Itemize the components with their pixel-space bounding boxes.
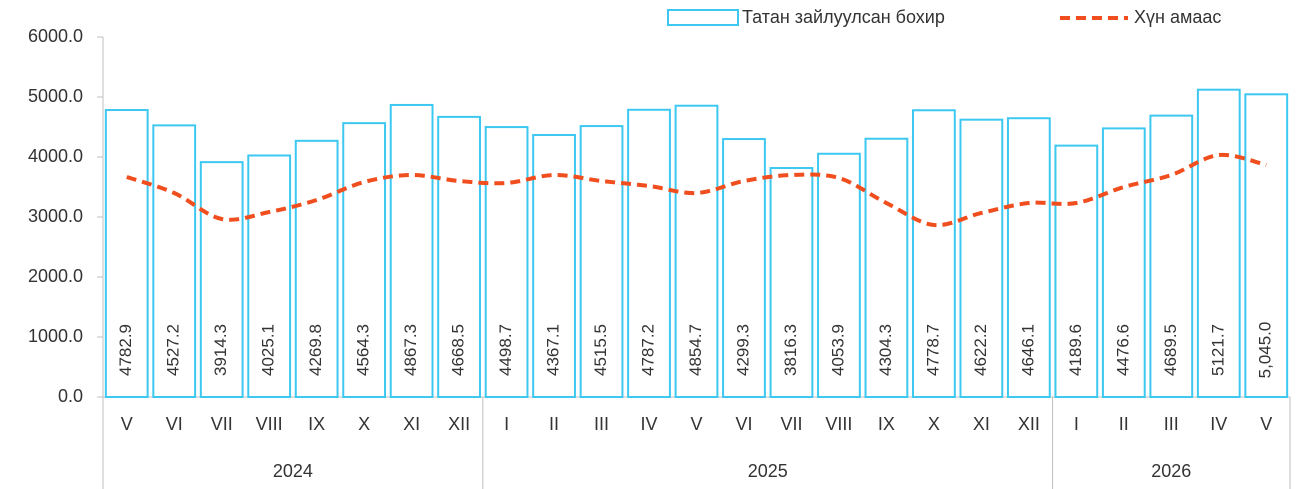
bar bbox=[199, 161, 244, 398]
x-tick-label: XI bbox=[973, 414, 990, 434]
y-tick-label: 6000.0 bbox=[28, 26, 83, 46]
data-label: 4867.3 bbox=[401, 324, 420, 376]
bar bbox=[769, 167, 814, 398]
bar bbox=[722, 138, 766, 399]
x-tick-label: XI bbox=[403, 414, 420, 434]
data-label: 4515.5 bbox=[591, 324, 610, 376]
x-tick-label: VIII bbox=[825, 414, 852, 434]
x-tick-label: IX bbox=[308, 414, 325, 434]
x-tick-label: V bbox=[690, 414, 702, 434]
x-tick-label: IX bbox=[878, 414, 895, 434]
data-label: 4622.2 bbox=[971, 324, 990, 376]
data-label: 4299.3 bbox=[733, 324, 752, 376]
data-label: 4189.6 bbox=[1066, 324, 1085, 376]
x-tick-label: V bbox=[1260, 414, 1272, 434]
bar bbox=[532, 133, 576, 398]
x-tick-label: X bbox=[928, 414, 940, 434]
data-label: 4269.8 bbox=[306, 324, 325, 376]
bar bbox=[674, 104, 719, 399]
x-tick-label: VIII bbox=[256, 414, 283, 434]
data-label: 4854.7 bbox=[686, 324, 705, 376]
data-label: 4787.2 bbox=[639, 324, 658, 376]
x-tick-label: IV bbox=[641, 414, 658, 434]
bar bbox=[437, 115, 481, 398]
data-label: 4689.5 bbox=[1161, 324, 1180, 376]
bar bbox=[484, 126, 529, 398]
data-label: 3816.3 bbox=[781, 324, 800, 376]
bar bbox=[1054, 144, 1099, 398]
legend-label: Татан зайлуулсан бохир bbox=[742, 7, 945, 27]
bar bbox=[342, 122, 387, 398]
bar bbox=[294, 139, 339, 398]
bar bbox=[959, 118, 1004, 398]
legend-swatch bbox=[667, 9, 739, 26]
data-label: 4025.1 bbox=[259, 324, 278, 376]
data-label: 4778.7 bbox=[923, 324, 942, 376]
group-label: 2024 bbox=[273, 461, 313, 481]
bar bbox=[389, 103, 434, 398]
data-label: 4304.3 bbox=[876, 324, 895, 376]
legend-label: Хүн амаас bbox=[1134, 7, 1221, 27]
x-tick-label: III bbox=[594, 414, 609, 434]
bar bbox=[247, 154, 292, 398]
bar bbox=[864, 137, 909, 398]
bar bbox=[817, 152, 861, 398]
bar bbox=[1006, 117, 1051, 398]
y-tick-label: 0.0 bbox=[58, 386, 83, 406]
data-label: 4367.1 bbox=[544, 324, 563, 376]
group-label: 2026 bbox=[1151, 461, 1191, 481]
x-tick-label: VI bbox=[166, 414, 183, 434]
x-tick-label: V bbox=[121, 414, 133, 434]
data-label: 4564.3 bbox=[354, 324, 373, 376]
bar bbox=[152, 124, 197, 398]
x-tick-label: X bbox=[358, 414, 370, 434]
bar bbox=[579, 125, 624, 398]
x-tick-label: I bbox=[1074, 414, 1079, 434]
x-tick-label: VII bbox=[780, 414, 802, 434]
bar bbox=[1101, 127, 1146, 399]
x-tick-label: II bbox=[549, 414, 559, 434]
data-label: 4668.5 bbox=[449, 324, 468, 376]
bar bbox=[1149, 114, 1194, 398]
data-label: 4476.6 bbox=[1113, 324, 1132, 376]
x-tick-label: II bbox=[1119, 414, 1129, 434]
y-tick-label: 1000.0 bbox=[28, 326, 83, 346]
x-tick-label: III bbox=[1164, 414, 1179, 434]
line bbox=[126, 152, 1267, 228]
x-tick-label: VI bbox=[735, 414, 752, 434]
data-label: 4646.1 bbox=[1018, 324, 1037, 376]
x-tick-label: IV bbox=[1210, 414, 1227, 434]
x-tick-label: XII bbox=[448, 414, 470, 434]
y-tick-label: 4000.0 bbox=[28, 146, 83, 166]
data-label: 3914.3 bbox=[211, 324, 230, 376]
data-label: 5121.7 bbox=[1208, 324, 1227, 376]
data-label: 4527.2 bbox=[164, 324, 183, 376]
x-tick-label: VII bbox=[211, 414, 233, 434]
data-label: 4782.9 bbox=[116, 324, 135, 376]
bar bbox=[912, 109, 956, 398]
x-tick-label: XII bbox=[1018, 414, 1040, 434]
y-tick-label: 5000.0 bbox=[28, 86, 83, 106]
data-label: 5,045.0 bbox=[1256, 322, 1275, 379]
data-label: 4498.7 bbox=[496, 324, 515, 376]
bar bbox=[1244, 93, 1289, 399]
bar bbox=[1196, 88, 1241, 398]
y-tick-label: 2000.0 bbox=[28, 266, 83, 286]
bar bbox=[627, 108, 671, 398]
bar bbox=[104, 109, 149, 398]
group-label: 2025 bbox=[748, 461, 788, 481]
data-label: 4053.9 bbox=[828, 324, 847, 376]
x-tick-label: I bbox=[504, 414, 509, 434]
y-tick-label: 3000.0 bbox=[28, 206, 83, 226]
